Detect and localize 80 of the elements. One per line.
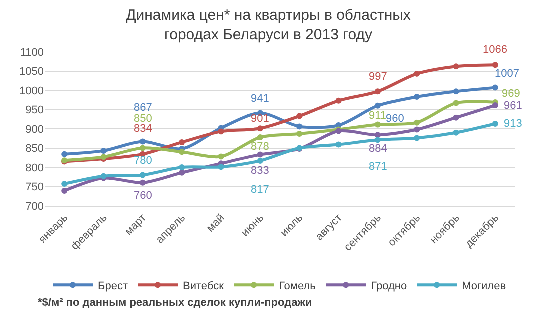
point [414,94,420,100]
point [100,148,107,154]
legend-label: Гомель [279,280,316,292]
point [414,120,420,126]
point [257,158,264,164]
point [140,138,146,145]
x-tick-label: май [204,212,228,235]
point [374,137,381,144]
point [62,188,68,194]
data-label: 878 [251,141,270,153]
point [374,132,381,138]
text: *$/м² по данным реальных сделок купли-продажи [38,297,312,309]
legend-label: Гродно [371,280,408,292]
point [453,100,460,106]
y-tick-label: 1100 [20,46,44,59]
point [453,130,460,136]
data-label: 913 [504,118,522,130]
point [218,128,224,135]
data-label: 817 [251,184,270,196]
point [296,124,303,130]
y-tick-label: 800 [26,162,44,174]
point [179,164,186,170]
data-label: 867 [134,102,152,114]
point [179,149,186,156]
data-label: 1007 [495,68,520,80]
legend-label: Могилев [462,280,506,292]
point [257,126,264,132]
point [62,181,68,188]
data-label: 871 [369,161,388,173]
point [492,121,498,127]
y-tick-label: 700 [26,200,44,213]
y-tick-label: 1000 [20,85,44,98]
data-label: 997 [369,71,388,83]
y-tick-label: 850 [26,143,44,156]
legend-label: Брест [98,280,128,292]
point [140,172,146,178]
data-label: 834 [134,123,152,135]
data-label: 760 [134,190,152,202]
point [374,122,381,128]
point [492,102,498,109]
point [453,114,460,121]
data-label: 884 [369,143,388,155]
data-label: 961 [504,100,522,112]
point [218,164,224,170]
point [492,62,498,68]
point [62,151,68,158]
data-label: 1066 [483,44,508,56]
point [257,134,264,140]
y-tick-label: 750 [26,182,44,194]
point [453,64,460,70]
point [218,154,224,160]
point [414,70,420,77]
data-label: 960 [386,113,404,125]
point [179,170,186,176]
chart-title: Динамика цен* на квартиры в областных городах Беларуси в 2013 году [126,7,412,44]
point [492,84,498,91]
point [336,98,342,104]
y-tick-label: 1050 [20,66,44,78]
point [414,126,420,133]
point [140,145,146,152]
y-tick-label: 900 [26,124,44,136]
data-label: 941 [251,93,270,105]
data-label: 911 [369,110,387,122]
point [140,180,146,186]
point [453,88,460,95]
point [296,113,303,120]
legend-label: Витебск [183,280,224,292]
data-label: 780 [134,155,152,167]
data-label: 969 [502,88,520,100]
y-tick-label: 950 [26,104,44,117]
point [179,139,186,146]
point [257,152,264,158]
point [296,131,303,138]
data-label: 901 [251,113,270,125]
point [374,88,381,95]
data-label: 833 [251,165,270,177]
data-label: 850 [134,113,152,125]
point [336,142,342,148]
point [374,102,381,109]
point [414,135,420,142]
